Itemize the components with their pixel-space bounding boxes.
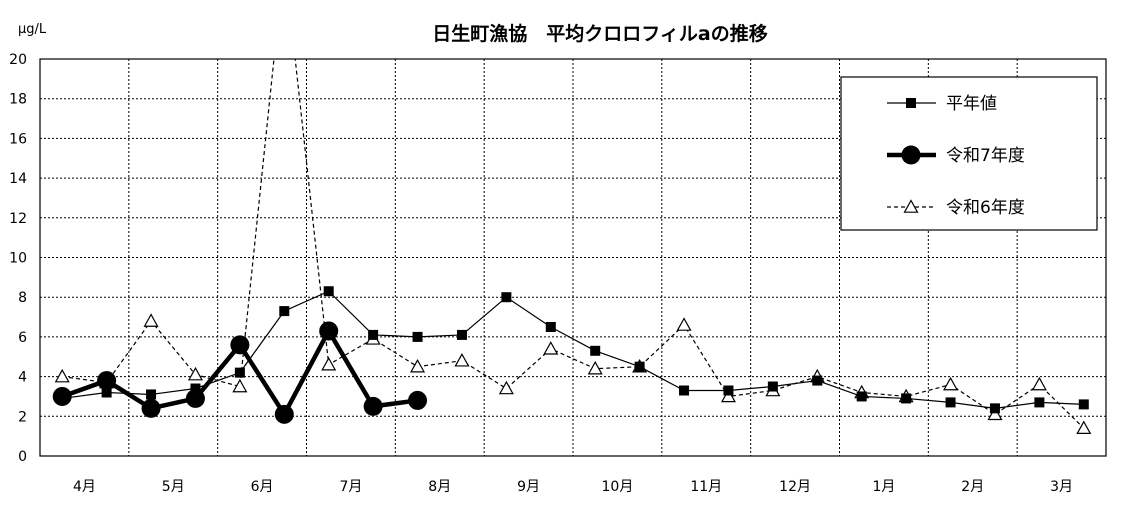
x-tick-label: 12月 — [779, 479, 811, 495]
grid — [40, 59, 1106, 456]
data-point-triangle — [943, 376, 959, 391]
y-tick-label: 6 — [18, 330, 27, 346]
y-tick-label: 10 — [9, 251, 27, 267]
legend-label: 令和6年度 — [946, 198, 1025, 218]
data-point-square — [368, 329, 379, 340]
data-point-triangle — [232, 378, 248, 393]
y-tick-label: 16 — [9, 131, 27, 147]
legend-label: 令和7年度 — [946, 146, 1025, 166]
x-tick-labels: 4月 5月 6月 7月 8月 9月 10月 11月 12月 1月 2月 3月 — [73, 479, 1073, 495]
data-point-square — [323, 286, 334, 297]
data-point-triangle — [321, 356, 337, 371]
y-axis-unit-label: μg/L — [18, 22, 47, 37]
x-tick-label: 5月 — [162, 479, 185, 495]
x-tick-label: 9月 — [517, 479, 540, 495]
data-point-square — [234, 367, 245, 378]
x-tick-label: 1月 — [872, 479, 895, 495]
data-point-square — [989, 403, 1000, 414]
data-point-square — [812, 375, 823, 386]
data-point-circle — [141, 398, 161, 418]
x-tick-label: 8月 — [428, 479, 451, 495]
data-point-circle — [230, 335, 250, 355]
y-tick-label: 0 — [18, 449, 27, 465]
y-tick-label: 2 — [18, 409, 27, 425]
data-point-triangle — [498, 380, 514, 395]
data-point-square — [906, 98, 916, 108]
y-tick-label: 8 — [18, 290, 27, 306]
x-tick-label: 4月 — [73, 479, 96, 495]
data-point-triangle — [54, 368, 70, 383]
data-point-triangle — [543, 341, 559, 355]
data-point-square — [412, 331, 423, 342]
data-point-circle — [52, 386, 72, 406]
series-令和7年度 — [52, 321, 428, 424]
x-tick-label: 6月 — [251, 479, 274, 495]
data-point-circle — [185, 388, 205, 408]
data-point-square — [1078, 399, 1089, 410]
data-point-square — [501, 292, 512, 303]
y-tick-label: 20 — [9, 52, 27, 68]
data-point-square — [456, 329, 467, 340]
data-point-triangle — [143, 313, 159, 327]
data-point-square — [901, 393, 912, 404]
x-tick-label: 11月 — [690, 479, 722, 495]
y-tick-labels: 0 2 4 6 8 10 12 14 16 18 20 — [9, 52, 27, 465]
data-point-triangle — [1076, 420, 1092, 435]
y-tick-label: 4 — [18, 370, 27, 386]
data-point-circle — [319, 321, 339, 341]
y-tick-label: 18 — [9, 92, 27, 108]
x-tick-label: 3月 — [1050, 479, 1073, 495]
data-point-triangle — [903, 199, 919, 213]
data-point-square — [634, 361, 645, 372]
chart-title: 日生町漁協 平均クロロフィルaの推移 — [432, 22, 767, 45]
series-平年値 — [57, 286, 1089, 414]
data-point-square — [101, 387, 112, 398]
series-layer — [52, 59, 1092, 435]
data-point-square — [856, 391, 867, 402]
data-point-square — [545, 321, 556, 332]
x-tick-label: 2月 — [961, 479, 984, 495]
data-point-square — [767, 381, 778, 392]
data-point-square — [279, 306, 290, 317]
data-point-triangle — [454, 352, 470, 367]
data-point-circle — [97, 371, 117, 391]
x-tick-label: 7月 — [339, 479, 362, 495]
data-point-circle — [408, 390, 428, 410]
legend-label: 平年値 — [946, 94, 997, 114]
data-point-circle — [274, 404, 294, 424]
legend-box — [840, 76, 1098, 231]
legend-item: 平年値 — [887, 94, 997, 114]
data-point-circle — [363, 396, 383, 416]
y-tick-label: 12 — [9, 211, 27, 227]
data-point-square — [190, 383, 201, 394]
x-tick-label: 10月 — [602, 479, 634, 495]
data-point-triangle — [720, 388, 736, 403]
legend-item: 令和7年度 — [887, 145, 1025, 166]
plot-area-border — [39, 58, 1107, 457]
data-point-square — [679, 385, 690, 396]
data-point-square — [1034, 397, 1045, 408]
data-point-triangle — [587, 360, 603, 375]
data-point-square — [590, 345, 601, 356]
data-point-triangle — [187, 366, 203, 381]
y-tick-label: 14 — [9, 171, 27, 187]
series-line — [62, 290, 1084, 409]
data-point-triangle — [1031, 376, 1047, 391]
data-point-triangle — [676, 317, 692, 331]
data-point-triangle — [987, 406, 1003, 421]
data-point-square — [146, 389, 157, 400]
legend-item: 令和6年度 — [887, 198, 1025, 218]
data-point-square — [945, 397, 956, 408]
data-point-square — [723, 385, 734, 396]
data-point-triangle — [410, 358, 426, 373]
data-point-circle — [901, 145, 921, 165]
